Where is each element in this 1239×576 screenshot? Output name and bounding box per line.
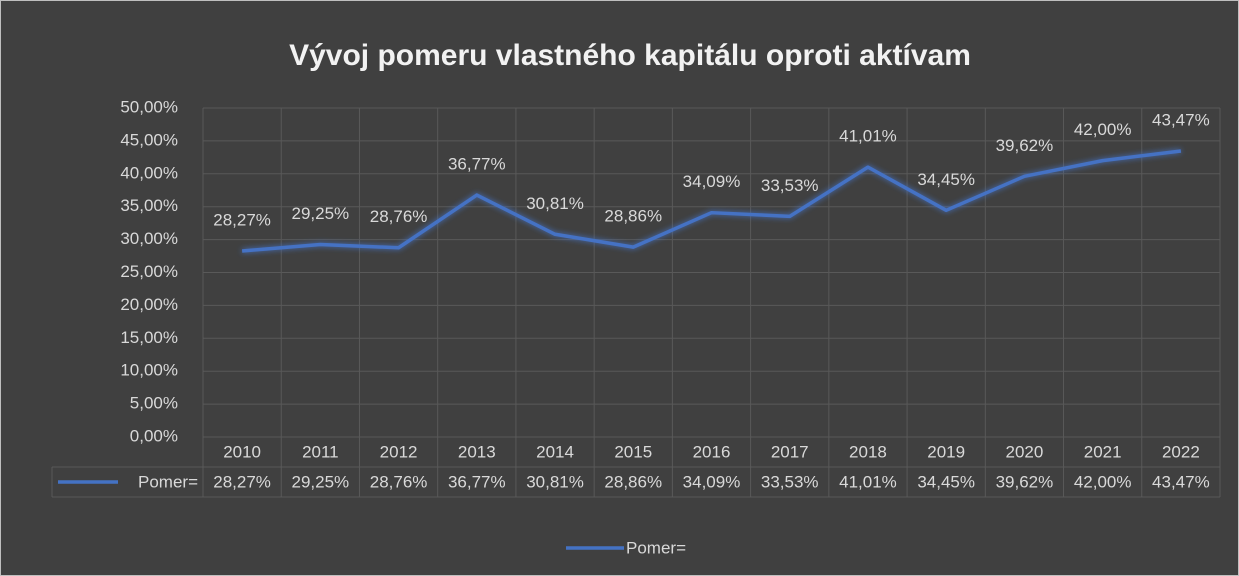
data-label: 34,45% <box>917 170 975 189</box>
y-tick-label: 50,00% <box>120 97 178 116</box>
table-value: 28,76% <box>370 472 428 491</box>
table-value: 36,77% <box>448 472 506 491</box>
data-label: 28,76% <box>370 207 428 226</box>
data-label: 39,62% <box>996 136 1054 155</box>
table-series-name: Pomer= <box>138 472 198 491</box>
x-tick-label: 2017 <box>771 442 809 461</box>
x-tick-label: 2020 <box>1006 442 1044 461</box>
table-value: 29,25% <box>292 472 350 491</box>
line <box>241 149 1182 253</box>
table-value: 30,81% <box>526 472 584 491</box>
data-label: 28,27% <box>213 210 271 229</box>
table-value: 34,09% <box>683 472 741 491</box>
y-tick-label: 30,00% <box>120 229 178 248</box>
data-label: 33,53% <box>761 176 819 195</box>
x-tick-label: 2019 <box>927 442 965 461</box>
table-value: 28,27% <box>213 472 271 491</box>
x-tick-label: 2011 <box>302 442 339 461</box>
data-label: 29,25% <box>292 204 350 223</box>
table-value: 41,01% <box>839 472 897 491</box>
y-tick-label: 20,00% <box>120 295 178 314</box>
data-label: 36,77% <box>448 155 506 174</box>
x-tick-label: 2018 <box>849 442 887 461</box>
y-tick-label: 5,00% <box>130 394 178 413</box>
data-label: 42,00% <box>1074 120 1132 139</box>
table-value: 33,53% <box>761 472 819 491</box>
table-value: 28,86% <box>604 472 662 491</box>
data-label: 28,86% <box>604 207 662 226</box>
data-label: 43,47% <box>1152 110 1210 129</box>
table-value: 43,47% <box>1152 472 1210 491</box>
y-tick-label: 0,00% <box>130 426 178 445</box>
y-tick-label: 45,00% <box>120 130 178 149</box>
table-value: 34,45% <box>917 472 975 491</box>
chart-title: Vývoj pomeru vlastného kapitálu oproti a… <box>289 39 971 72</box>
y-tick-label: 25,00% <box>120 262 178 281</box>
y-tick-label: 10,00% <box>120 361 178 380</box>
y-tick-label: 15,00% <box>120 328 178 347</box>
x-tick-label: 2022 <box>1162 442 1200 461</box>
x-tick-label: 2012 <box>380 442 418 461</box>
table-value: 42,00% <box>1074 472 1132 491</box>
x-tick-label: 2016 <box>693 442 731 461</box>
x-tick-label: 2013 <box>458 442 496 461</box>
y-tick-label: 40,00% <box>120 163 178 182</box>
data-label: 41,01% <box>839 127 897 146</box>
data-label: 34,09% <box>683 172 741 191</box>
x-tick-label: 2014 <box>536 442 574 461</box>
legend-label: Pomer= <box>626 538 686 557</box>
table-value: 39,62% <box>996 472 1054 491</box>
x-tick-label: 2015 <box>614 442 652 461</box>
x-tick-label: 2010 <box>223 442 261 461</box>
x-tick-label: 2021 <box>1084 442 1122 461</box>
data-label: 30,81% <box>526 194 584 213</box>
y-tick-label: 35,00% <box>120 196 178 215</box>
